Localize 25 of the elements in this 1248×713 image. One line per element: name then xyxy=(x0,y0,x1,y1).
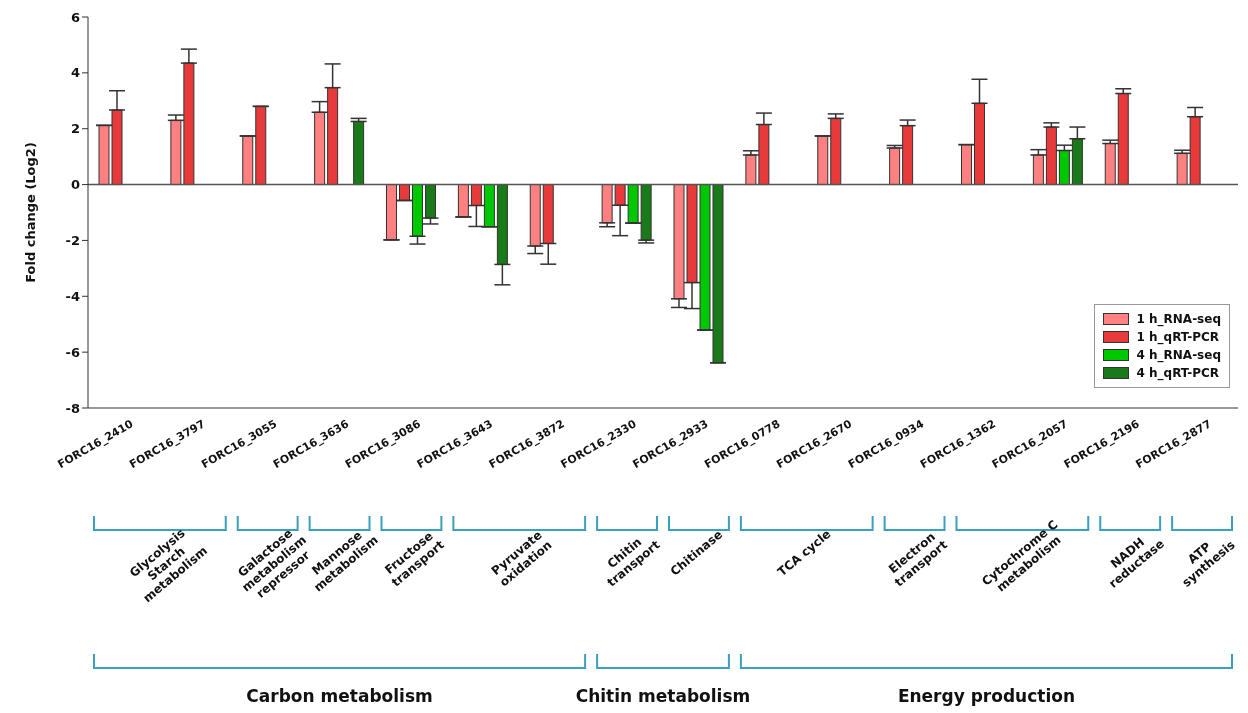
bar xyxy=(1104,143,1116,186)
bar xyxy=(961,144,972,186)
text: Carbon metabolism xyxy=(246,686,433,706)
y-tick-label: 0 xyxy=(70,177,80,193)
y-tick-label: 6 xyxy=(70,9,80,25)
y-tick-label: -8 xyxy=(65,400,80,416)
y-tick-label: -4 xyxy=(65,288,80,304)
y-tick-label: -2 xyxy=(65,233,80,249)
bar xyxy=(353,120,365,186)
text: Chitin metabolism xyxy=(575,686,751,706)
bar xyxy=(817,135,829,186)
bar xyxy=(889,147,901,186)
bar xyxy=(425,184,436,219)
y-tick-label: 4 xyxy=(70,65,80,81)
y-axis-title: Fold change (Log2) xyxy=(22,142,38,283)
legend-label: 4 h_qRT-PCR xyxy=(1136,366,1220,380)
bar xyxy=(242,135,254,186)
legend-label: 4 h_RNA-seq xyxy=(1136,348,1221,362)
bar xyxy=(314,111,326,186)
legend-label: 1 h_RNA-seq xyxy=(1136,312,1221,326)
y-tick-label: -6 xyxy=(65,344,80,360)
text: Energy production xyxy=(897,686,1075,706)
legend-label: 1 h_qRT-PCR xyxy=(1136,330,1220,344)
y-tick-label: 2 xyxy=(70,121,80,137)
bar xyxy=(1032,154,1044,186)
